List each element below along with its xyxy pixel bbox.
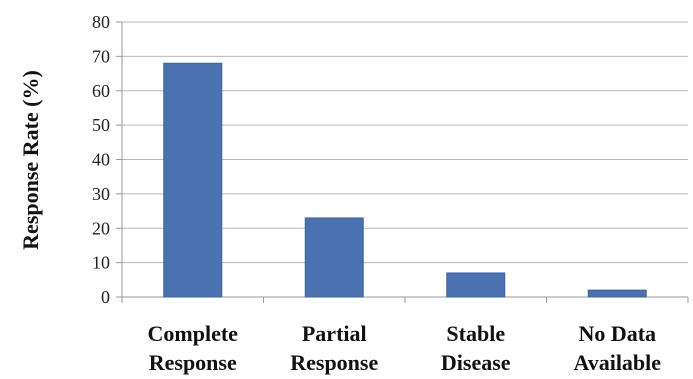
y-tick-label: 80	[92, 12, 110, 32]
x-category-label: Complete	[148, 321, 239, 346]
y-tick-label: 30	[92, 184, 110, 204]
x-category-label: Available	[573, 350, 661, 375]
y-tick-label: 50	[92, 115, 110, 135]
bar	[446, 272, 506, 298]
y-tick-label: 20	[92, 218, 110, 238]
y-tick-labels: 0 10 20 30 40 50 60 70 80	[92, 12, 110, 307]
y-axis-title: Response Rate (%)	[18, 70, 43, 250]
x-category-label: Stable	[446, 321, 505, 346]
y-tick-label: 70	[92, 46, 110, 66]
y-tick-label: 0	[101, 287, 110, 307]
y-tick-label: 40	[92, 150, 110, 170]
x-category-label: Disease	[441, 350, 511, 375]
y-tick-label: 60	[92, 81, 110, 101]
bars	[163, 62, 647, 298]
x-category-label: No Data	[578, 321, 656, 346]
x-category-labels: Complete Response Partial Response Stable Dis…	[148, 321, 662, 375]
bar	[163, 62, 223, 298]
x-category-label: Partial	[302, 321, 367, 346]
x-category-label: Response	[290, 350, 378, 375]
y-tick-label: 10	[92, 253, 110, 273]
x-category-label: Response	[149, 350, 237, 375]
bar	[587, 289, 647, 298]
bar	[304, 217, 364, 298]
